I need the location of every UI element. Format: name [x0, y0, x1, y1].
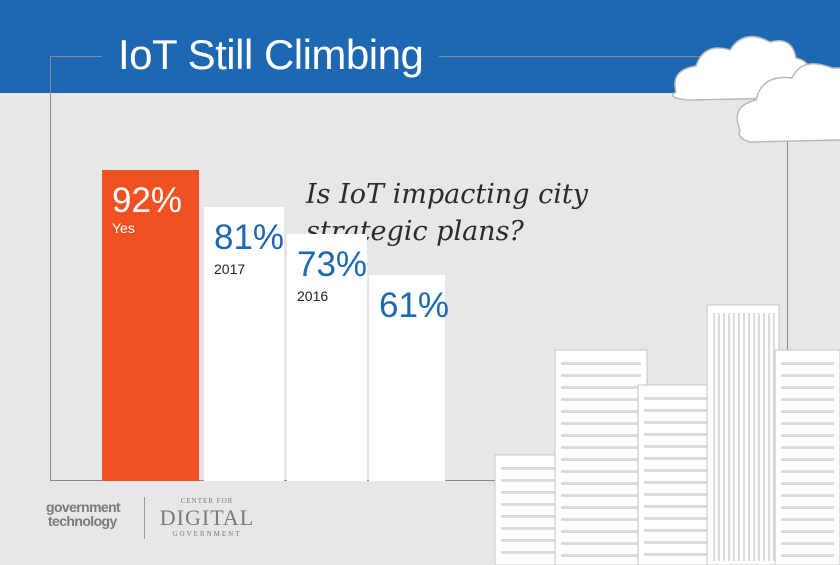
bar-labels: 92%Yes 81% 2017 73% 2016 61%	[112, 181, 449, 325]
bar-value-label: 81%	[214, 218, 284, 257]
building	[554, 349, 648, 565]
bar-category-label: 2017	[214, 261, 245, 277]
building	[706, 304, 780, 565]
bar	[102, 170, 199, 481]
bar	[369, 275, 445, 481]
chart-question: Is IoT impacting city strategic plans?	[306, 179, 588, 247]
bar	[287, 234, 367, 481]
building	[637, 384, 717, 565]
city-skyline	[494, 304, 840, 565]
logo-line: CENTER FOR	[180, 497, 234, 505]
bar-value-label: 73%	[297, 245, 367, 284]
bar-category-label: 2016	[297, 288, 328, 304]
center-for-digital-government-logo: CENTER FOR DIGITAL GOVERNMENT	[152, 497, 262, 539]
logo-divider	[144, 497, 145, 539]
bar-value-label: 92%	[112, 181, 182, 220]
logo-line: GOVERNMENT	[172, 530, 242, 538]
building	[774, 349, 840, 565]
clouds	[672, 35, 840, 143]
logo-line: government	[46, 499, 121, 515]
logo-line: technology	[48, 513, 117, 529]
bar-value-label: 61%	[379, 286, 449, 325]
bar-series	[102, 170, 445, 481]
government-technology-logo: government technology	[46, 499, 121, 529]
bar	[204, 207, 284, 481]
logo-line: DIGITAL	[159, 505, 255, 530]
page-title: IoT Still Climbing	[102, 30, 440, 80]
bar-category-label: Yes	[112, 220, 135, 236]
cloud-icon	[736, 63, 840, 143]
